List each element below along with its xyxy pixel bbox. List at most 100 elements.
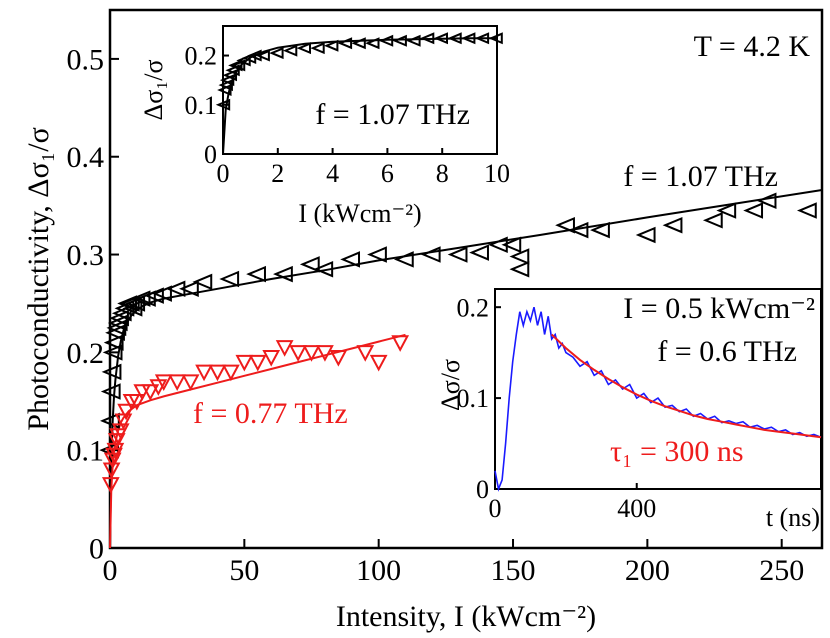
y-tick-label: 0.3 xyxy=(67,239,105,272)
data-point-107 xyxy=(433,32,448,45)
data-point-107 xyxy=(107,314,128,332)
data-point-107 xyxy=(447,246,468,263)
data-point-107 xyxy=(406,34,421,47)
data-point-107 xyxy=(228,59,243,72)
data-point-077 xyxy=(329,349,348,367)
y-tick-label: 0.2 xyxy=(185,42,218,71)
data-point-107 xyxy=(100,383,121,400)
data-point-107 xyxy=(144,287,164,304)
inset2-x-axis-label: t (ns) xyxy=(766,503,820,532)
main-plot-frame xyxy=(108,8,824,550)
data-point-107 xyxy=(488,32,503,45)
data-point-107 xyxy=(192,273,213,291)
data-point-107 xyxy=(509,260,530,278)
data-point-107 xyxy=(555,216,575,234)
inset2-fit-line xyxy=(551,333,822,439)
data-point-107 xyxy=(246,265,266,283)
data-point-107 xyxy=(282,44,298,57)
data-point-107 xyxy=(702,212,723,229)
y-tick-label: 0.1 xyxy=(185,91,218,120)
y-tick-label: 0 xyxy=(476,475,489,504)
frequency-077-label: f = 0.77 THz xyxy=(193,397,348,430)
data-point-077 xyxy=(302,345,321,362)
data-point-077 xyxy=(262,349,281,367)
x-tick-label: 0 xyxy=(103,554,118,587)
data-point-107 xyxy=(461,32,476,45)
data-point-107 xyxy=(230,59,246,72)
y-tick-label: 0 xyxy=(204,140,217,169)
data-point-077 xyxy=(168,374,187,392)
data-point-107 xyxy=(509,248,530,265)
inset-time-chart: 0 400 0 0.1 0.2 Δσ/σ t (ns) I = 0.5 kWcm⁻² f… xyxy=(436,288,822,532)
data-point-077 xyxy=(107,433,126,450)
data-point-077 xyxy=(356,345,375,362)
data-point-077 xyxy=(117,403,135,421)
intensity-label: I = 0.5 kWcm⁻² xyxy=(623,292,815,325)
data-point-077 xyxy=(181,374,200,392)
data-point-077 xyxy=(195,364,213,382)
data-point-107 xyxy=(130,290,151,307)
data-point-107 xyxy=(469,244,489,261)
x-tick-label: 6 xyxy=(381,159,394,188)
x-tick-label: 50 xyxy=(229,554,259,587)
y-tick-label: 0.4 xyxy=(67,141,105,174)
data-point-077 xyxy=(369,354,388,372)
x-tick-label: 400 xyxy=(617,494,656,523)
data-point-107 xyxy=(101,363,122,381)
data-point-107 xyxy=(152,285,172,302)
data-point-107 xyxy=(487,236,508,254)
data-point-107 xyxy=(215,98,231,111)
data-point-107 xyxy=(106,319,127,337)
inset-intensity-chart: 0 2 4 6 8 10 0 0.1 0.2 I (kWcm⁻²) Δσ₁/σ f = 1.07… xyxy=(139,25,510,228)
data-point-077 xyxy=(222,364,240,382)
inset2-frequency-label: f = 0.6 THz xyxy=(657,335,797,368)
data-point-077 xyxy=(154,374,173,392)
data-point-107 xyxy=(447,32,462,45)
inset1-y-axis-label: Δσ₁/σ xyxy=(139,59,168,120)
data-point-107 xyxy=(269,47,284,60)
data-point-107 xyxy=(273,265,293,283)
data-point-107 xyxy=(299,256,320,273)
data-point-077 xyxy=(208,364,227,382)
frequency-107-label: f = 1.07 THz xyxy=(623,160,778,193)
main-x-axis-label: Intensity, I (kWcm⁻²) xyxy=(336,600,596,633)
data-point-077 xyxy=(316,345,334,362)
data-point-107 xyxy=(392,34,407,47)
data-point-107 xyxy=(743,202,764,219)
fit-curve xyxy=(109,333,406,549)
data-point-077 xyxy=(105,447,123,465)
data-point-077 xyxy=(391,335,410,352)
data-point-077 xyxy=(141,384,160,401)
data-point-107 xyxy=(103,334,124,351)
y-tick-label: 0 xyxy=(89,533,104,566)
data-point-107 xyxy=(310,42,325,55)
temperature-label: T = 4.2 K xyxy=(694,30,811,63)
data-point-107 xyxy=(324,39,339,52)
data-point-107 xyxy=(255,49,270,62)
data-point-107 xyxy=(313,260,334,278)
y-tick-label: 0.2 xyxy=(67,337,105,370)
inset1-background xyxy=(222,25,498,155)
data-point-107 xyxy=(340,251,361,268)
data-point-107 xyxy=(296,42,311,55)
main-data-points xyxy=(99,192,817,494)
data-point-107 xyxy=(225,64,240,77)
x-tick-label: 2 xyxy=(271,159,284,188)
inset1-frequency-label: f = 1.07 THz xyxy=(315,98,470,131)
data-point-107 xyxy=(219,74,235,87)
data-point-077 xyxy=(275,340,294,357)
inset2-y-axis-label: Δσ/σ xyxy=(436,359,465,411)
x-tick-label: 10 xyxy=(484,159,510,188)
fit-curve xyxy=(551,333,822,439)
data-point-077 xyxy=(111,423,130,440)
main-y-axis-label: Photoconductivity, Δσ₁/σ xyxy=(22,127,55,430)
data-point-107 xyxy=(420,246,441,263)
y-tick-label: 0.1 xyxy=(457,384,490,413)
data-point-077 xyxy=(235,354,254,372)
data-point-077 xyxy=(101,477,120,494)
data-point-107 xyxy=(102,344,123,361)
inset1-data-points xyxy=(215,32,503,111)
signal-trace xyxy=(494,306,822,492)
